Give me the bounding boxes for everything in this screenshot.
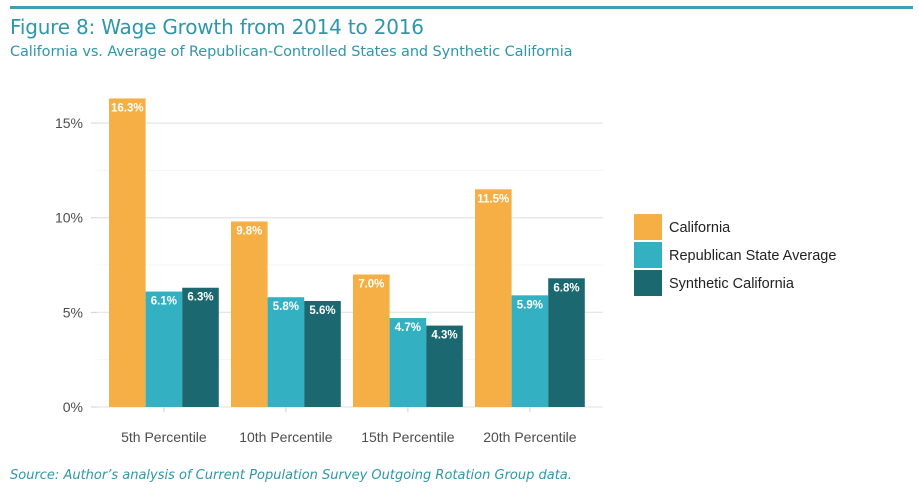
bar-synthetic-california [548, 278, 585, 407]
bar-synthetic-california [304, 300, 341, 407]
bar-republican-state-average [145, 291, 183, 407]
legend-label: California [669, 220, 731, 236]
bar-california [353, 274, 390, 407]
y-axis: 0% 5% 10% 15% [55, 115, 97, 415]
bar-value-label: 11.5% [477, 193, 509, 205]
x-tick-label: 5th Percentile [121, 429, 207, 445]
bars: 16.3% 6.1% 6.3% 9.8% 5.8% 5.6% 7.0% 4.7% 4.3% 11.… [109, 98, 585, 407]
bar-value-label: 5.8% [273, 301, 299, 313]
bar-value-label: 6.3% [187, 292, 213, 304]
bar-synthetic-california [182, 287, 219, 407]
bar-value-label: 5.6% [309, 305, 335, 317]
y-tick-label: 10% [55, 210, 83, 226]
legend-key-synthetic-california [634, 270, 662, 296]
x-tick-label: 15th Percentile [361, 429, 455, 445]
x-tick-label: 10th Percentile [239, 429, 333, 445]
x-axis: 5th Percentile 10th Percentile 15th Percen… [121, 407, 577, 445]
legend-label: Republican State Average [669, 248, 836, 264]
bar-california [475, 189, 512, 407]
y-tick-label: 15% [55, 115, 83, 131]
legend-label: Synthetic California [669, 276, 795, 292]
bar-value-label: 16.3% [111, 102, 144, 114]
x-tick-label: 20th Percentile [483, 429, 577, 445]
bar-value-label: 4.3% [431, 330, 457, 342]
bar-value-label: 6.1% [151, 296, 177, 308]
bar-value-label: 4.7% [395, 322, 421, 334]
bar-california [109, 98, 146, 407]
bar-value-label: 9.8% [236, 225, 262, 237]
y-tick-label: 0% [63, 399, 83, 415]
chart-title: Figure 8: Wage Growth from 2014 to 2016 [10, 15, 424, 39]
y-tick-label: 5% [63, 304, 83, 320]
header-rule [10, 6, 913, 9]
bar-synthetic-california [426, 325, 463, 407]
bar-value-label: 7.0% [358, 278, 384, 290]
bar-republican-state-average [511, 295, 549, 407]
legend-key-california [634, 214, 662, 240]
legend: California Republican State Average Synthe… [634, 214, 836, 296]
bar-value-label: 5.9% [517, 299, 543, 311]
bar-california [231, 221, 268, 407]
bar-republican-state-average [267, 297, 305, 407]
legend-key-republican-state-average [634, 242, 662, 268]
bar-value-label: 6.8% [553, 282, 579, 294]
bar-republican-state-average [389, 318, 427, 407]
source-note: Source: Author’s analysis of Current Pop… [10, 468, 572, 483]
chart-subtitle: California vs. Average of Republican-Con… [10, 44, 573, 60]
